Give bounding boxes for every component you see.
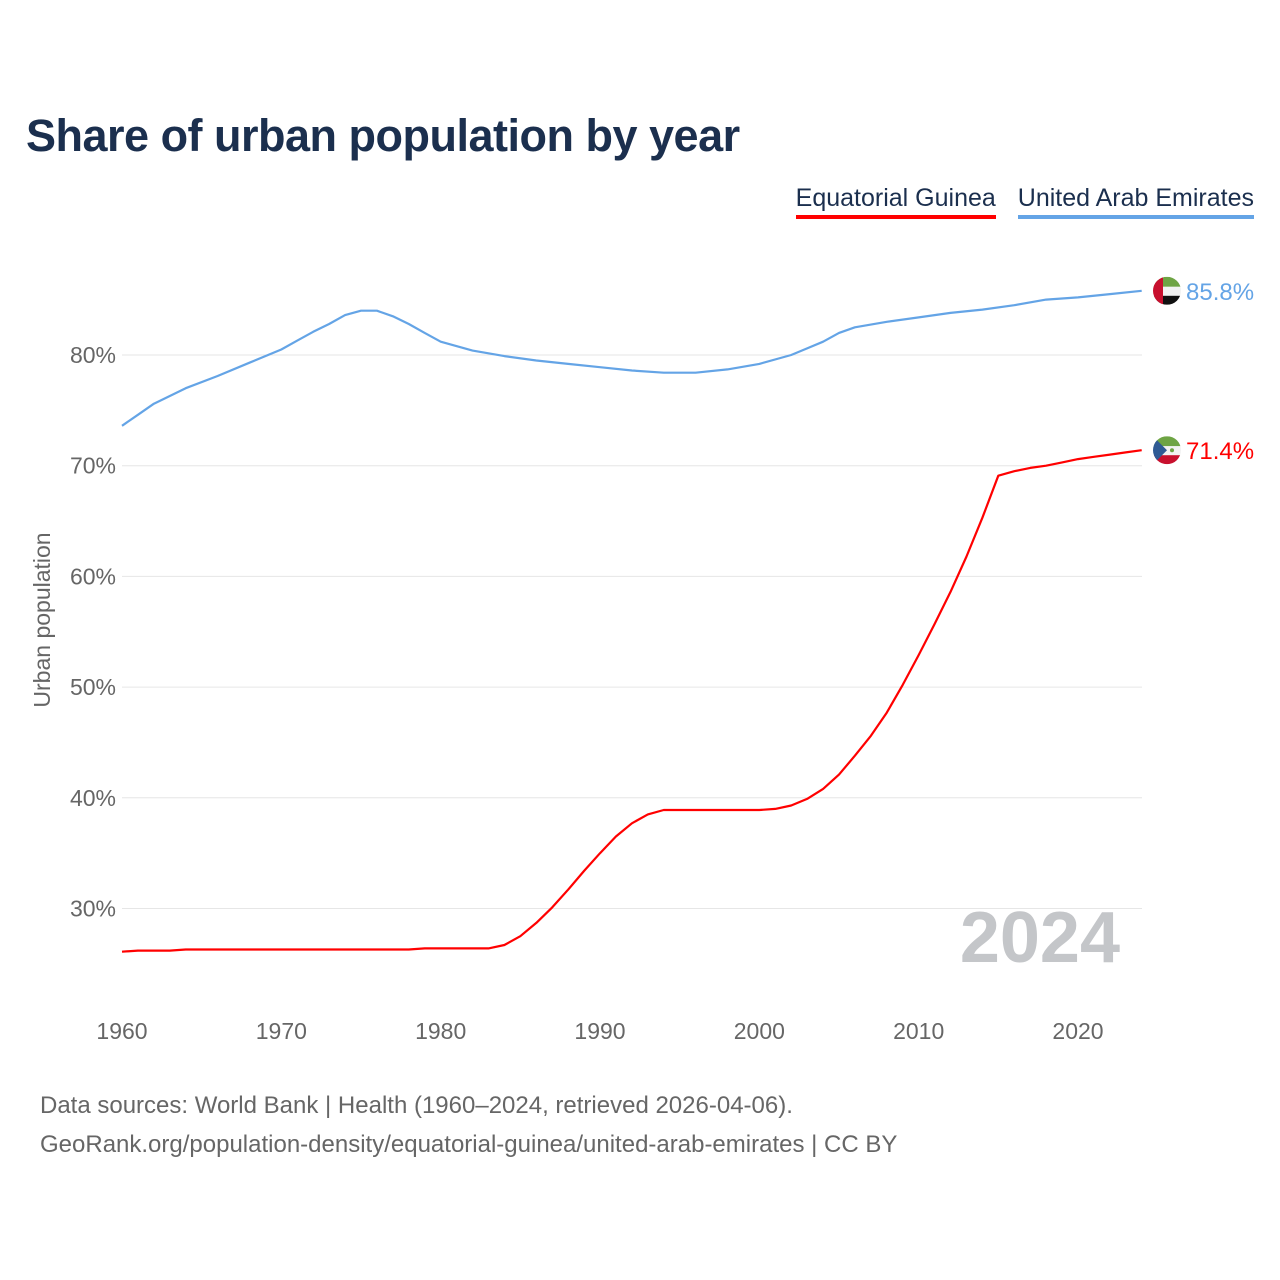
y-tick-label: 70% bbox=[70, 453, 116, 479]
flag-stripe bbox=[1153, 446, 1181, 456]
flag-triangle bbox=[1153, 436, 1167, 465]
end-value-label: 85.8% bbox=[1186, 279, 1254, 306]
y-tick-label: 50% bbox=[70, 674, 116, 700]
x-tick-label: 2020 bbox=[1052, 1018, 1103, 1044]
x-tick-label: 2000 bbox=[734, 1018, 785, 1044]
x-tick-label: 2010 bbox=[893, 1018, 944, 1044]
series-line-equatorial-guinea bbox=[121, 449, 1142, 953]
x-tick-label: 1980 bbox=[415, 1018, 466, 1044]
y-tick-label: 30% bbox=[70, 896, 116, 922]
data-source-text: Data sources: World Bank | Health (1960–… bbox=[40, 1092, 793, 1119]
y-tick-label: 80% bbox=[70, 342, 116, 368]
flag-emblem bbox=[1170, 448, 1174, 453]
year-watermark: 2024 bbox=[960, 898, 1120, 978]
y-axis-label: Urban population bbox=[29, 532, 55, 707]
flag-stripe bbox=[1153, 276, 1181, 287]
end-value-label: 71.4% bbox=[1186, 438, 1254, 465]
legend-item-equatorial-guinea[interactable]: Equatorial Guinea bbox=[795, 184, 996, 219]
legend: Equatorial Guinea United Arab Emirates bbox=[795, 184, 1254, 219]
series-line-united-arab-emirates bbox=[121, 289, 1142, 427]
x-tick-label: 1970 bbox=[256, 1018, 307, 1044]
equatorial-guinea-flag-icon bbox=[1153, 436, 1181, 465]
flag-stripe bbox=[1153, 436, 1181, 447]
y-tick-label: 60% bbox=[70, 563, 116, 589]
footer: Data sources: World Bank | Health (1960–… bbox=[40, 1086, 897, 1164]
y-tick-label: 40% bbox=[70, 785, 116, 811]
legend-item-united-arab-emirates[interactable]: United Arab Emirates bbox=[1017, 184, 1254, 219]
uae-flag-icon bbox=[1153, 276, 1181, 305]
chart-title: Share of urban population by year bbox=[26, 110, 740, 161]
x-tick-label: 1960 bbox=[96, 1018, 147, 1044]
flag-stripe bbox=[1153, 295, 1181, 305]
flag-band bbox=[1153, 276, 1163, 305]
attribution-link[interactable]: GeoRank.org/population-density/equatoria… bbox=[40, 1131, 898, 1158]
flag-stripe bbox=[1153, 286, 1181, 296]
x-tick-label: 1990 bbox=[574, 1018, 625, 1044]
flag-stripe bbox=[1153, 455, 1181, 465]
